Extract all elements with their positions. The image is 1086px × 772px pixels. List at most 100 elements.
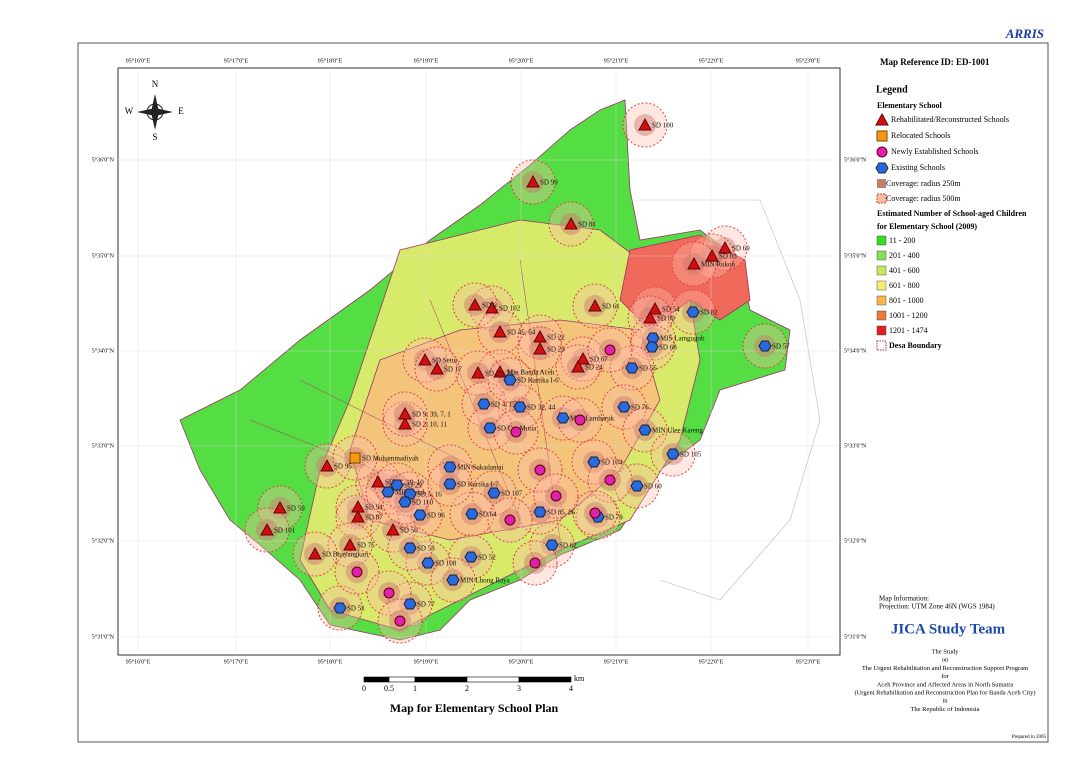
rehab-school xyxy=(571,359,585,373)
credit-line: (Urgent Rehabilitation and Reconstructio… xyxy=(854,689,1035,696)
lon-label: 95°19'0"E xyxy=(414,658,439,665)
lat-label: 5°31'0"N xyxy=(844,633,867,640)
school-label: SD 51 xyxy=(347,605,365,613)
scale-seg xyxy=(363,676,390,683)
land xyxy=(179,99,821,641)
existing-school xyxy=(483,422,497,434)
lat-label: 5°36'0"N xyxy=(844,156,867,163)
school-label: SD 83 xyxy=(719,253,737,261)
legend-label: Coverage: radius 250m xyxy=(886,179,961,188)
credit-line: for xyxy=(941,673,949,680)
map-info: Projection: UTM Zone 46N (WGS 1984) xyxy=(879,603,995,611)
lat-label: 5°35'0"N xyxy=(844,252,867,259)
credit-line: The Republic of Indonesia xyxy=(910,706,979,713)
school-label: SD 54 xyxy=(662,306,680,314)
school-label: SD 79 xyxy=(605,514,623,522)
school-label: SD 55 xyxy=(639,365,657,373)
school-label: SD 31, 19, 10 xyxy=(385,479,424,487)
credit-line: The Urgent Rehabilitation and Reconstruc… xyxy=(862,665,1028,672)
rehab-school xyxy=(588,298,602,312)
school-label: SD 85, 86 xyxy=(547,509,576,517)
legend-heading: Estimated Number of School-aged Children xyxy=(877,209,1027,218)
rehab-school xyxy=(705,248,719,262)
legend-label: 801 - 1000 xyxy=(889,296,924,305)
existing-school xyxy=(617,401,631,413)
legend-heading: Elementary School xyxy=(877,101,942,110)
legend-cov500 xyxy=(876,193,887,204)
lon-label: 95°22'0"E xyxy=(699,57,724,64)
rehab-school xyxy=(468,297,482,311)
existing-school xyxy=(513,401,527,413)
existing-school xyxy=(645,341,659,353)
existing-school xyxy=(556,412,570,424)
school-label: SD 100 xyxy=(652,122,674,130)
school-label: SD 52 xyxy=(478,554,496,562)
lat-label: 5°31'0"N xyxy=(92,633,115,640)
legend-cov250 xyxy=(877,179,886,188)
school-label: SD 5, 16 xyxy=(417,491,442,499)
legend-swatch xyxy=(876,310,887,321)
compass-n: N xyxy=(152,79,159,89)
legend-swatch xyxy=(876,325,887,336)
relocated-school xyxy=(876,130,888,142)
lon-label: 95°16'0"E xyxy=(126,57,151,64)
relocated-school xyxy=(349,452,361,464)
rehab-school xyxy=(576,351,590,365)
school-label: SD 24 xyxy=(585,364,603,372)
school-label: SD 87 xyxy=(365,514,383,522)
school-label: SD 68 xyxy=(659,344,677,352)
map-reference: Map Reference ID: ED-1001 xyxy=(880,57,990,67)
school-label: SD 101 xyxy=(274,527,296,535)
existing-school xyxy=(625,362,639,374)
new-school xyxy=(510,426,522,438)
scale-unit: km xyxy=(574,674,585,683)
legend-label: Coverage: radius 500m xyxy=(886,194,961,203)
new-school xyxy=(574,414,586,426)
lat-label: 5°32'0"N xyxy=(92,537,115,544)
rehab-school xyxy=(471,365,485,379)
rehab-school xyxy=(320,458,334,472)
legend-label: 201 - 400 xyxy=(889,251,920,260)
lat-label: 5°33'0"N xyxy=(92,442,115,449)
compass-w: W xyxy=(125,106,134,116)
rehab-school xyxy=(485,300,499,314)
legend-swatch xyxy=(876,250,887,261)
lon-label: 95°19'0"E xyxy=(414,57,439,64)
rehab-school xyxy=(351,509,365,523)
scale-label: 1 xyxy=(413,684,417,693)
legend-label: 1201 - 1474 xyxy=(889,326,928,335)
existing-school xyxy=(403,598,417,610)
existing-school xyxy=(333,602,347,614)
school-label: SD 53 xyxy=(417,545,435,553)
rehab-school xyxy=(648,301,662,315)
lon-label: 95°17'0"E xyxy=(224,658,249,665)
school-label: SD Bhayangkari xyxy=(322,551,369,559)
school-label: SD 50 xyxy=(400,527,418,535)
existing-school xyxy=(686,306,700,318)
school-label: SD 110 xyxy=(412,499,433,507)
lon-label: 95°16'0"E xyxy=(126,658,151,665)
lon-label: 95°23'0"E xyxy=(796,658,821,665)
existing-school xyxy=(487,487,501,499)
rehab-school xyxy=(430,361,444,375)
new-school xyxy=(351,566,363,578)
legend-label: 11 - 200 xyxy=(889,236,915,245)
rehab-school xyxy=(687,256,701,270)
lon-label: 95°18'0"E xyxy=(318,57,343,64)
school-label: SD 107 xyxy=(501,490,523,498)
school-label: SD 69 xyxy=(732,245,750,253)
school-label: SD 60 xyxy=(644,483,662,491)
lat-label: 5°35'0"N xyxy=(92,252,115,259)
school-label: SD 61 xyxy=(602,303,620,311)
legend-swatch xyxy=(876,280,887,291)
rehab-school xyxy=(398,406,412,420)
lon-label: 95°17'0"E xyxy=(224,57,249,64)
credit-line: Aceh Province and Affected Areas in Nort… xyxy=(877,681,1014,688)
school-label: SD Kartika I-6 xyxy=(517,377,559,385)
legend-heading: for Elementary School (2009) xyxy=(877,222,977,231)
lat-label: 5°34'0"N xyxy=(92,347,115,354)
legend-label: 401 - 600 xyxy=(889,266,920,275)
rehab-school xyxy=(526,174,540,188)
scale-seg xyxy=(466,676,520,683)
school-label: SD 4, 15 xyxy=(491,401,516,409)
